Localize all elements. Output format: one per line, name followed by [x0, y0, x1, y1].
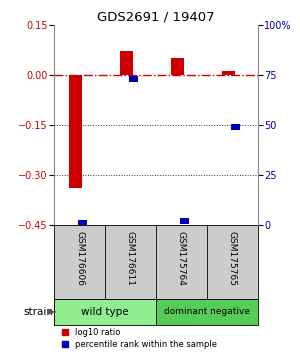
Bar — [180, 218, 189, 224]
Bar — [78, 220, 87, 226]
Title: GDS2691 / 19407: GDS2691 / 19407 — [97, 11, 215, 24]
Bar — [54, 299, 156, 325]
Bar — [156, 299, 258, 325]
Text: GSM175764: GSM175764 — [177, 231, 186, 286]
Text: strain: strain — [23, 307, 53, 317]
Text: wild type: wild type — [81, 307, 129, 317]
Bar — [69, 75, 82, 188]
Bar — [231, 124, 240, 130]
Text: GSM175765: GSM175765 — [228, 231, 237, 286]
Legend: log10 ratio, percentile rank within the sample: log10 ratio, percentile rank within the … — [62, 328, 217, 349]
Text: dominant negative: dominant negative — [164, 307, 250, 316]
Bar — [120, 51, 133, 75]
Text: GSM176611: GSM176611 — [126, 231, 135, 286]
Bar — [129, 76, 138, 82]
Bar — [171, 58, 184, 75]
Text: GSM176606: GSM176606 — [75, 231, 84, 286]
Bar — [222, 72, 235, 75]
